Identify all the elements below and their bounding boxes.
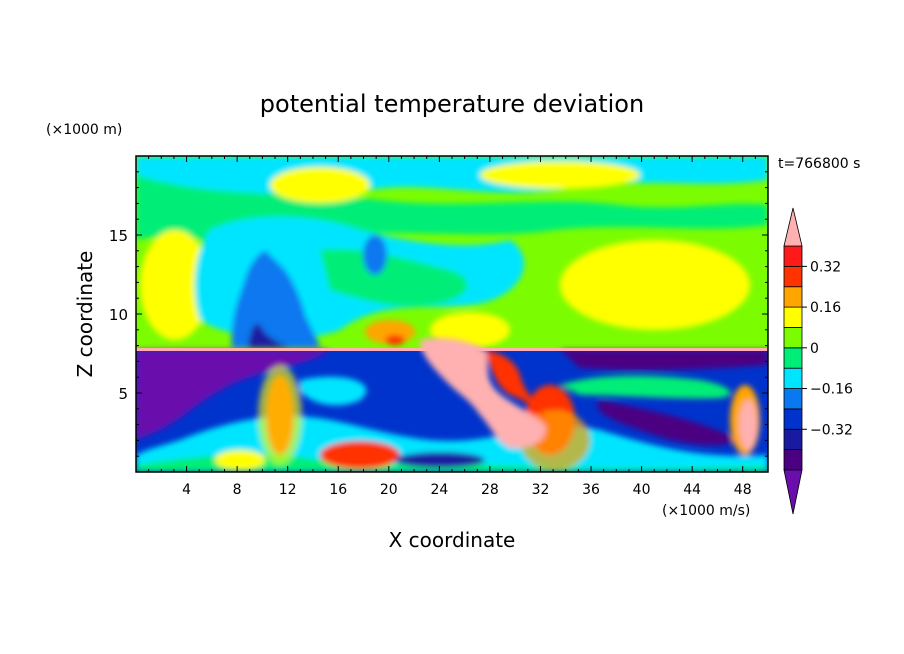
x-tick-label: 48 xyxy=(734,482,752,498)
x-axis-label: X coordinate xyxy=(389,528,516,552)
x-tick-label: 16 xyxy=(329,482,347,498)
purple-band-right xyxy=(560,350,768,371)
interface-line xyxy=(136,348,768,351)
colorbar-segment xyxy=(783,327,803,349)
green-lower xyxy=(136,454,768,472)
blue-plume xyxy=(231,250,320,348)
purple-band-left xyxy=(136,350,330,440)
x-tick-label: 4 xyxy=(182,482,191,498)
y-unit-label: (×1000 m) xyxy=(46,122,122,138)
time-label: t=766800 s xyxy=(778,156,860,172)
colorbar-segment xyxy=(783,367,803,389)
yellow-patch xyxy=(270,167,370,203)
x-tick-label: 36 xyxy=(582,482,600,498)
x-axis-ticks: 4 8 12 16 20 24 28 32 36 40 44 48 xyxy=(148,156,756,498)
colorbar-label: −0.16 xyxy=(810,382,853,398)
dark-blue-blob xyxy=(395,452,485,468)
colorbar-extend-bottom xyxy=(783,469,803,515)
colorbar-segment xyxy=(783,265,803,288)
colorbar-segment xyxy=(783,347,803,369)
colorbar-segment xyxy=(783,408,803,430)
colorbar-segment xyxy=(783,388,803,410)
x-tick-label: 8 xyxy=(233,482,242,498)
y-axis-ticks: 5 10 15 xyxy=(109,171,768,457)
purple-band-bottom xyxy=(597,400,740,446)
y-axis-label: Z coordinate xyxy=(73,251,97,378)
cyan-swirl xyxy=(300,376,367,406)
colorbar-label: 0.32 xyxy=(810,259,841,275)
yellow-patch xyxy=(140,230,210,340)
yellow-blob xyxy=(215,450,265,470)
purple-blob xyxy=(143,387,187,423)
y-tick-label: 5 xyxy=(118,385,128,403)
x-tick-label: 20 xyxy=(380,482,398,498)
blue-blob xyxy=(363,235,387,275)
x-tick-label: 44 xyxy=(683,482,701,498)
yellow-patch xyxy=(480,161,640,189)
colorbar-segment xyxy=(783,428,803,451)
red-blob xyxy=(320,441,400,469)
colorbar-extend-top xyxy=(783,207,803,247)
x-tick-label: 32 xyxy=(532,482,550,498)
chart-title: potential temperature deviation xyxy=(260,90,644,118)
green-region xyxy=(320,249,468,307)
yellow-column xyxy=(258,365,302,465)
colorbar-segment xyxy=(783,245,803,267)
y-tick-label: 10 xyxy=(109,306,128,324)
red-edge xyxy=(485,350,548,425)
red-patch xyxy=(385,335,405,345)
x-tick-label: 24 xyxy=(430,482,448,498)
colorbar-segment xyxy=(783,306,803,328)
pink-blob-right xyxy=(739,400,757,450)
colorbar-segment xyxy=(783,286,803,308)
dark-blue-core xyxy=(248,323,290,348)
y-tick-label: 15 xyxy=(109,227,128,245)
yellow-patch xyxy=(560,240,750,330)
x-unit-label: (×1000 m/s) xyxy=(662,503,750,519)
green-swirl xyxy=(560,375,731,399)
x-tick-label: 12 xyxy=(279,482,297,498)
x-tick-label: 28 xyxy=(481,482,499,498)
pink-anomaly xyxy=(420,338,546,449)
colorbar-label: −0.32 xyxy=(810,422,853,438)
x-tick-label: 40 xyxy=(633,482,651,498)
colorbar-label: 0 xyxy=(810,341,819,357)
colorbar-segment xyxy=(783,449,803,471)
contour-field xyxy=(136,156,768,472)
colorbar: 0.32 0.16 0 −0.16 −0.32 xyxy=(783,207,853,515)
colorbar-label: 0.16 xyxy=(810,300,841,316)
